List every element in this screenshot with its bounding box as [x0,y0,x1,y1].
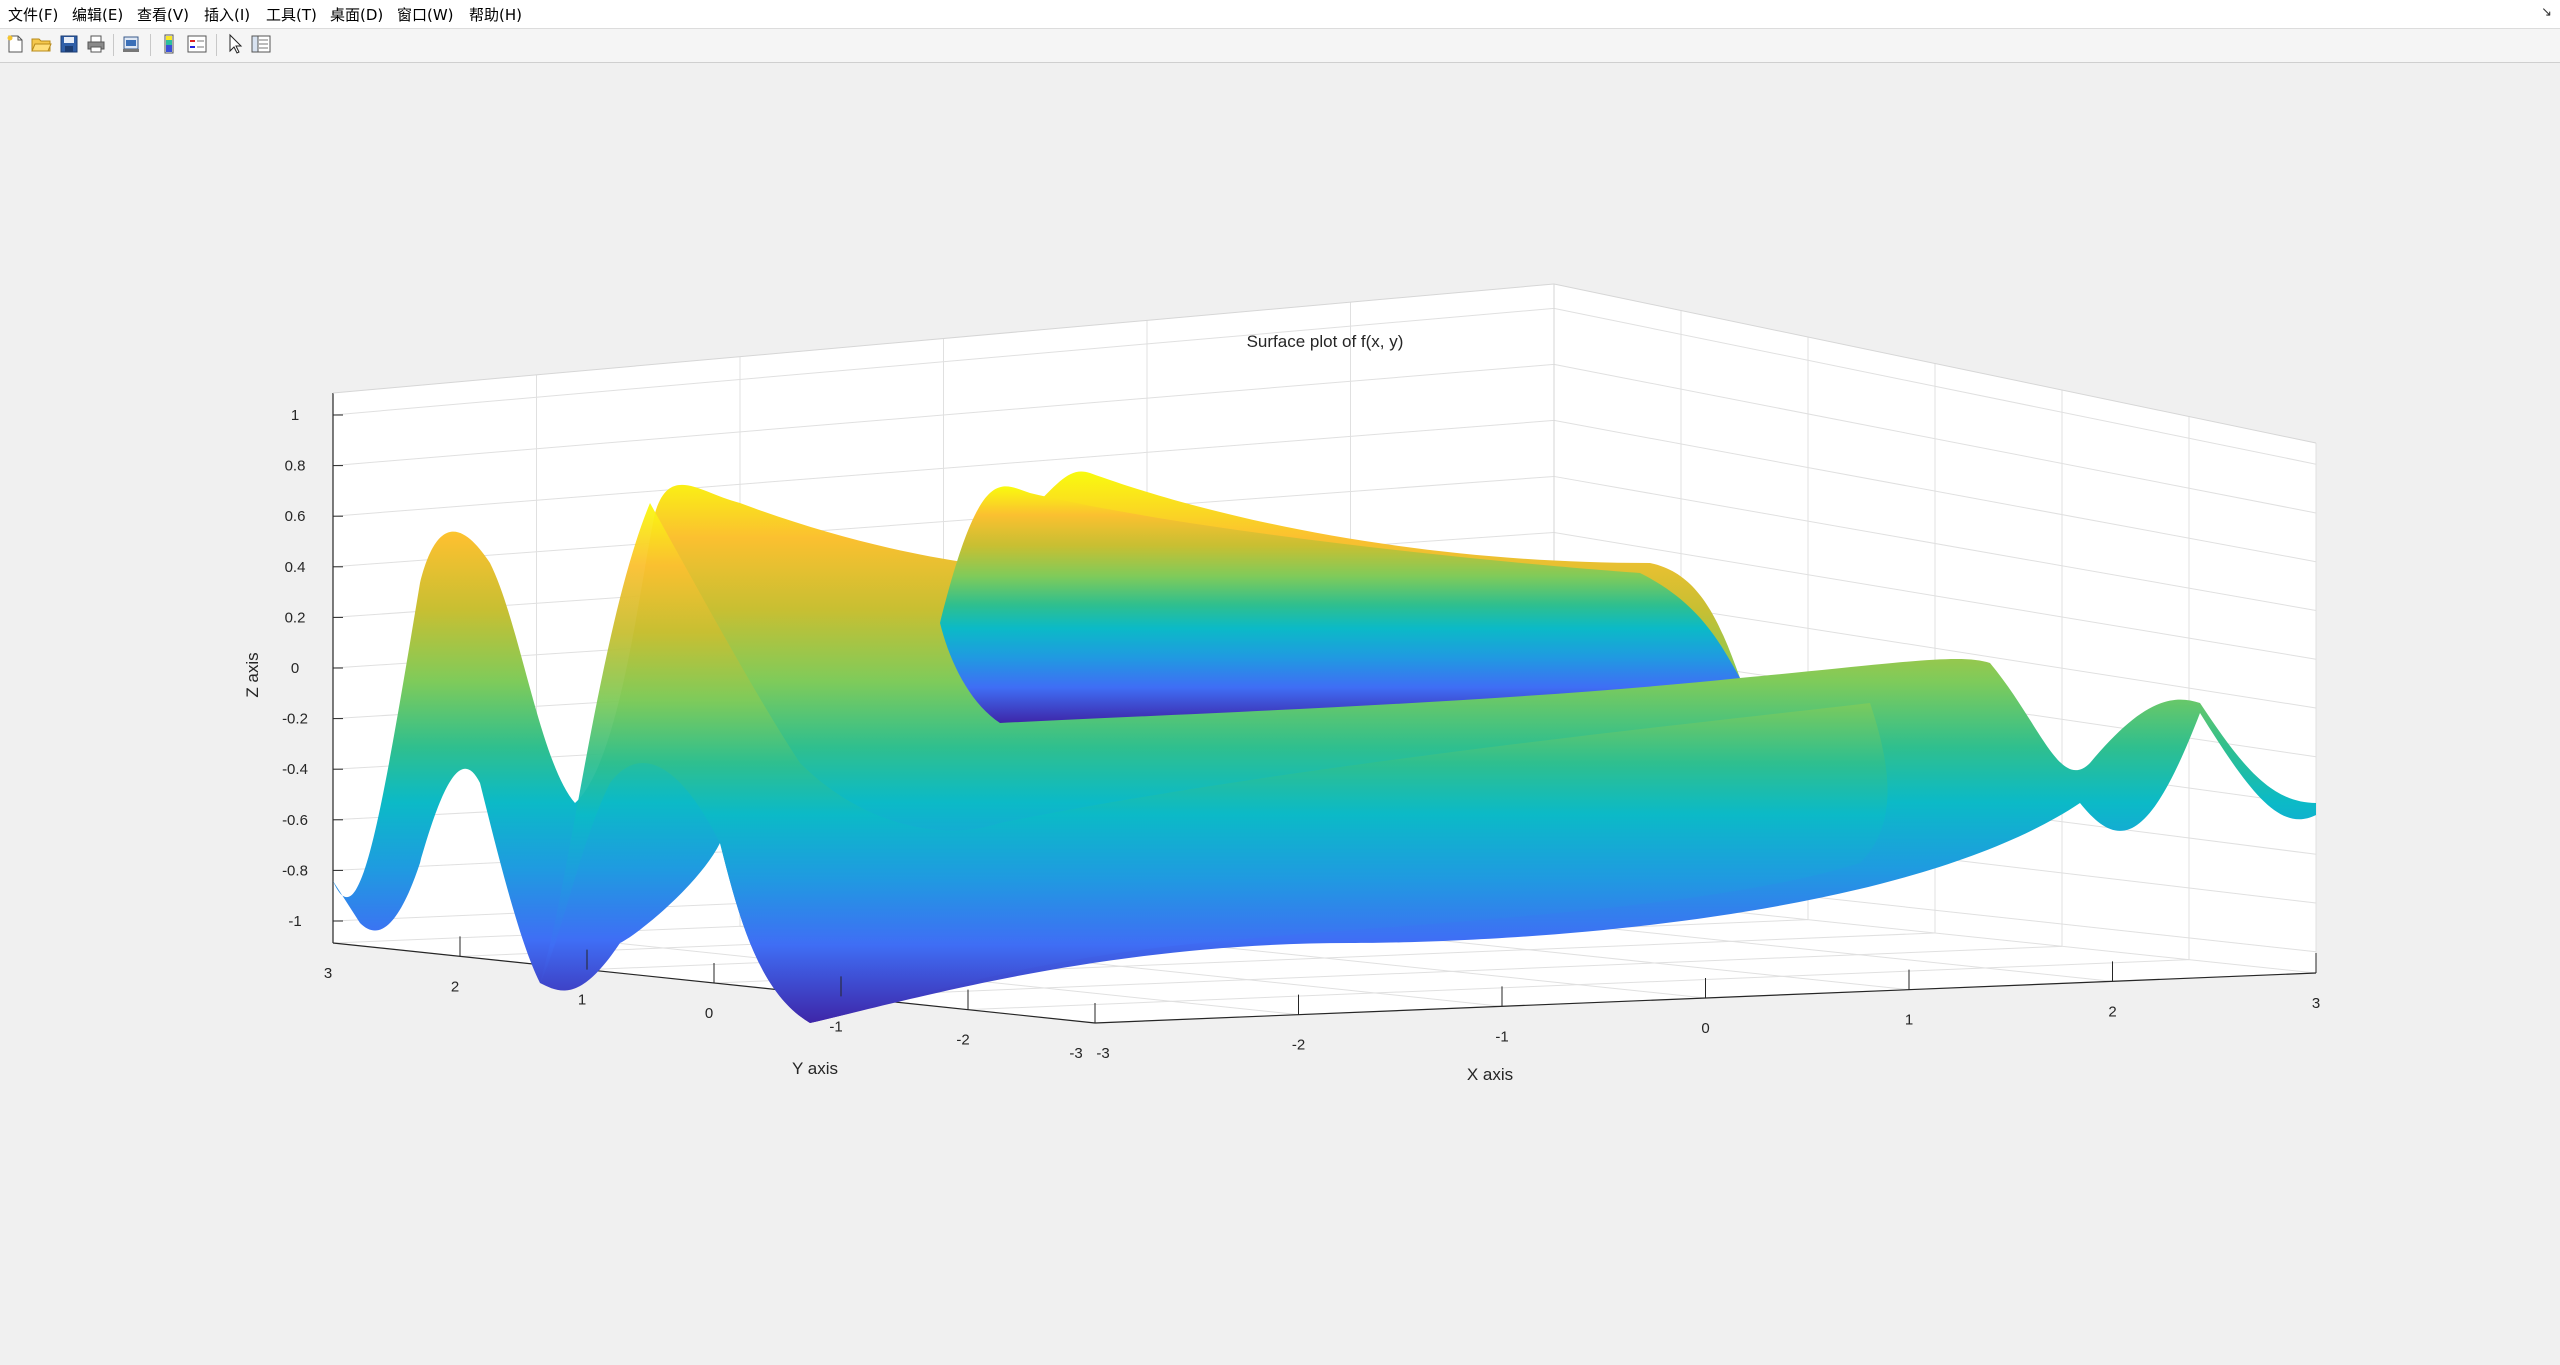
z-tick-label: 0.4 [285,559,306,576]
z-gridline [332,363,1555,467]
y-tick-label: -3 [1069,1045,1082,1062]
z-gridline [1553,363,2317,514]
x-tick-label: 0 [1701,1020,1709,1037]
menu-bar: 文件(F) 编辑(E) 查看(V) 插入(I) 工具(T) 桌面(D) 窗口(W… [0,0,2560,29]
figure-canvas[interactable]: -3 -2 -1 0 1 2 3 3 2 1 0 -1 -2 -3 -1 -0.8 -0.6 -0.4 -0.2 0 0… [0,63,2560,1361]
z-gridline [332,307,1555,416]
toolbar-separator [150,34,151,56]
menu-view[interactable]: 查看(V) [137,6,189,24]
x-tick-label: -2 [1292,1037,1305,1054]
save-icon[interactable] [58,33,80,55]
surface-back-ridge [940,486,1740,723]
edit-plot-cursor-icon[interactable] [224,33,246,55]
z-gridline [1553,307,2317,465]
x-tick-label: 3 [2312,995,2320,1012]
z-tick-label: 1 [291,407,299,424]
property-inspector-icon[interactable] [250,33,272,55]
toolbar-separator [216,34,217,56]
z-tick-label: -0.4 [282,761,308,778]
figure-toolbar [0,29,2560,63]
menu-edit[interactable]: 编辑(E) [72,6,124,24]
menu-insert[interactable]: 插入(I) [204,6,251,24]
y-tick-label: -1 [829,1018,842,1035]
y-gridline [967,959,2190,1011]
z-axis-label: Z axis [243,652,262,697]
z-tick-label: 0 [291,660,299,677]
menu-tools[interactable]: 工具(T) [266,6,317,24]
x-tick-label: -1 [1495,1028,1508,1045]
y-tick-label: 1 [578,992,586,1009]
z-gridline [332,419,1555,517]
z-gridline [332,475,1555,568]
menu-file[interactable]: 文件(F) [8,6,59,24]
new-figure-icon[interactable] [4,33,26,55]
x-tick-label: 1 [1905,1012,1913,1029]
y-tick-label: 2 [451,978,459,995]
z-gridline [1553,531,2317,660]
y-tick-label: 3 [324,965,332,982]
z-tick-label: 0.6 [285,508,306,525]
y-tick-label: 0 [705,1005,713,1022]
surface-front-sheet [540,503,1888,1023]
x-tick-label: -3 [1096,1045,1109,1062]
undock-arrow-icon[interactable]: ↘ [2541,5,2552,20]
chart-title: Surface plot of f(x, y) [1247,332,1404,351]
legend-icon[interactable] [186,33,208,55]
z-tick-label: 0.2 [285,609,306,626]
z-tick-label: -0.8 [282,862,308,879]
z-tick-label: -1 [288,913,301,930]
surface-layer [333,471,2316,1023]
print-preview-icon[interactable] [120,33,142,55]
surface-plot[interactable]: -3 -2 -1 0 1 2 3 3 2 1 0 -1 -2 -3 -1 -0.8 -0.6 -0.4 -0.2 0 0… [0,63,2560,1361]
print-icon[interactable] [85,33,107,55]
x-tick-label: 2 [2108,1003,2116,1020]
menu-window[interactable]: 窗口(W) [397,6,454,24]
top-edge [1553,283,2317,444]
z-gridline [1553,475,2317,611]
z-tick-label: -0.6 [282,812,308,829]
colorbar-icon[interactable] [158,33,180,55]
toolbar-separator [113,34,114,56]
x-axis-label: X axis [1467,1065,1513,1084]
z-gridline [1553,419,2317,563]
top-edge [332,283,1555,394]
menu-help[interactable]: 帮助(H) [469,6,522,24]
z-tick-label: 0.8 [285,458,306,475]
open-file-icon[interactable] [30,33,52,55]
menu-desktop[interactable]: 桌面(D) [330,6,384,24]
tick-layer: -3 -2 -1 0 1 2 3 3 2 1 0 -1 -2 -3 -1 -0.8 -0.6 -0.4 -0.2 0 0… [282,407,2320,1062]
y-axis-label: Y axis [792,1059,838,1078]
y-tick-label: -2 [956,1032,969,1049]
z-tick-label: -0.2 [282,711,308,728]
